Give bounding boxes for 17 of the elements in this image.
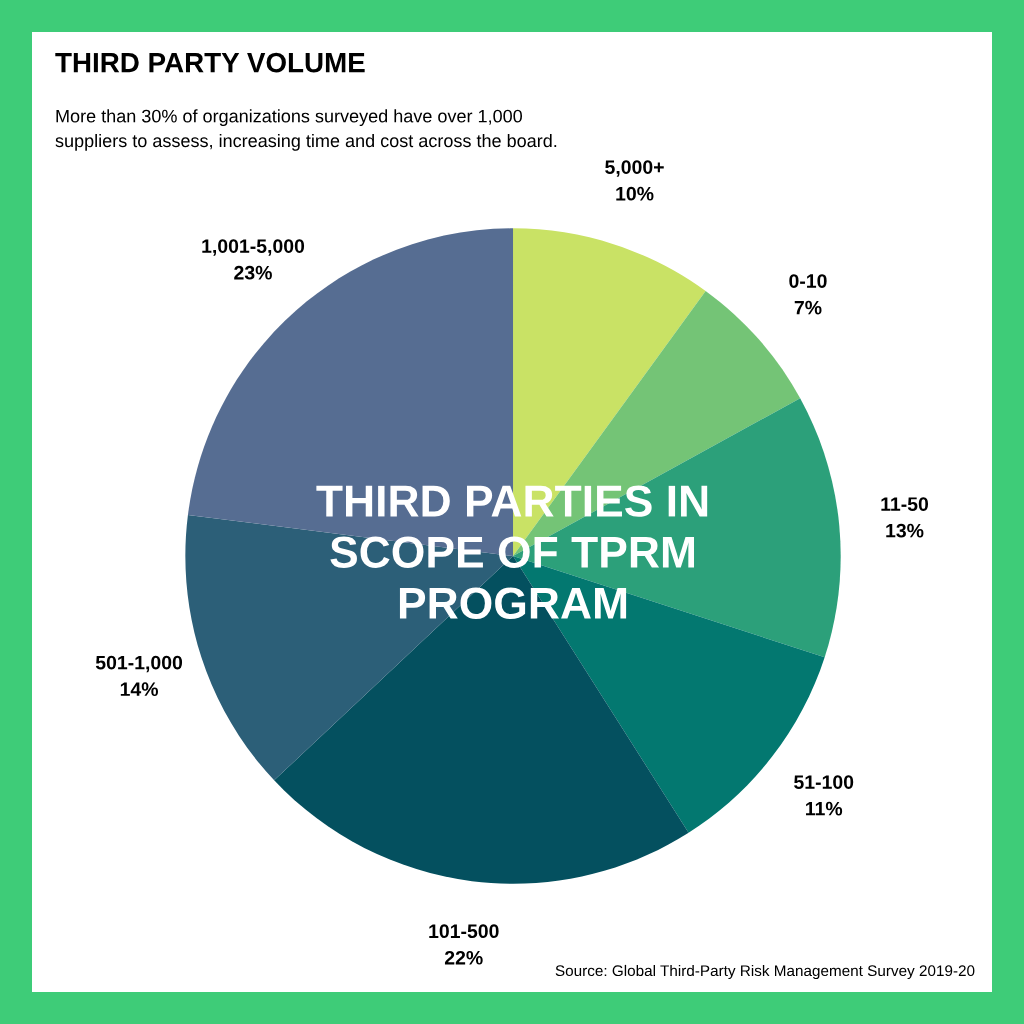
data-label: 11% — [806, 801, 843, 816]
slice-label: 51-100 — [794, 775, 854, 789]
data-label: 14% — [120, 682, 158, 697]
chart-title: THIRD PARTY VOLUME — [55, 52, 365, 73]
slice-label: 5,000+ — [605, 160, 664, 177]
data-label: 13% — [886, 523, 924, 538]
slice-label: 1,001-5,000 — [202, 239, 305, 256]
slice-label: 11-50 — [881, 497, 929, 511]
slice-label: 501-1,000 — [95, 655, 183, 673]
data-label: 22% — [444, 950, 483, 965]
data-label: 23% — [234, 265, 272, 280]
chart-subtitle: More than 30% of organizations surveyed have over 1,000 suppliers to assess, increasing time and cost across the board. — [55, 109, 557, 151]
data-label: 10% — [616, 186, 654, 201]
data-label: 7% — [794, 300, 822, 315]
source-note: Source: Global Third-Party Risk Management Survey 2019-20 — [555, 964, 975, 980]
slice-label: 101-500 — [429, 924, 499, 939]
slice-label: 0-10 — [789, 274, 827, 288]
